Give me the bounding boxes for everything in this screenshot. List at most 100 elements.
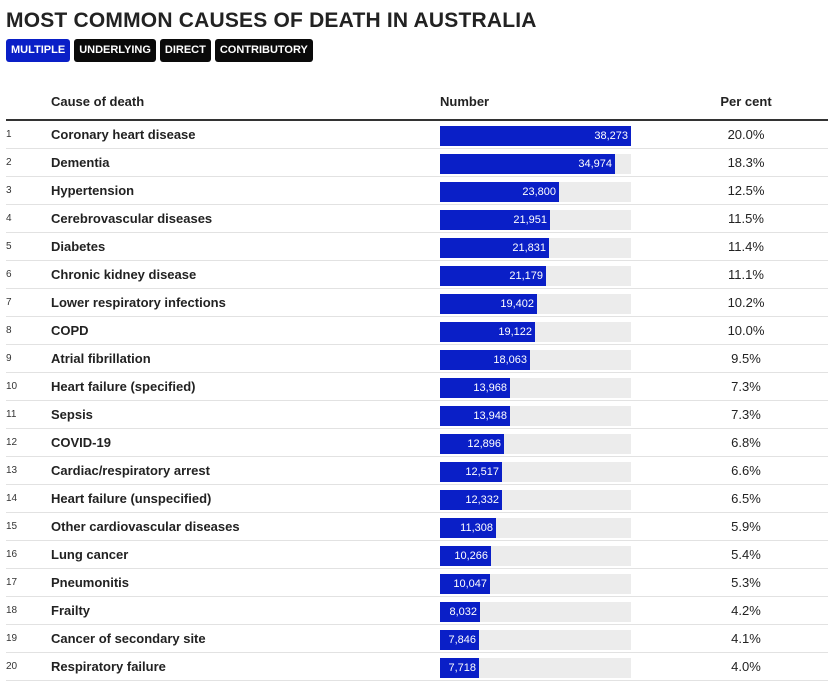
- cause-label: Cancer of secondary site: [51, 631, 206, 646]
- bar-value-label: 11,308: [460, 522, 493, 534]
- rank-label: 1: [6, 129, 12, 140]
- bar-value-label: 13,968: [473, 382, 507, 394]
- table-row: 12 COVID-19 12,896 6.8%: [6, 429, 828, 457]
- cause-label: COPD: [51, 323, 89, 338]
- cause-label: Pneumonitis: [51, 575, 130, 590]
- cause-label: Diabetes: [51, 239, 106, 254]
- percent-value: 4.0%: [731, 659, 761, 674]
- bar-track: 7,846: [440, 630, 631, 650]
- rank-label: 19: [6, 633, 18, 644]
- tab-direct[interactable]: DIRECT: [159, 39, 211, 62]
- bar-value-label: 18,063: [493, 354, 527, 366]
- table-row: 6 Chronic kidney disease 21,179 11.1%: [6, 261, 828, 289]
- cause-label: Frailty: [51, 603, 91, 618]
- bar: 38,273: [440, 126, 631, 146]
- rank-label: 11: [6, 409, 17, 420]
- rank-label: 15: [6, 521, 18, 532]
- percent-value: 10.2%: [727, 295, 765, 310]
- cause-label: Heart failure (specified): [51, 379, 196, 394]
- table-row: 2 Dementia 34,974 18.3%: [6, 149, 828, 177]
- rank-label: 17: [6, 577, 18, 588]
- bar-track: 13,948: [440, 406, 631, 426]
- bar-value-label: 10,047: [453, 578, 487, 590]
- table-row: 16 Lung cancer 10,266 5.4%: [6, 541, 828, 569]
- cause-label: Atrial fibrillation: [51, 351, 151, 366]
- bar-value-label: 7,846: [448, 634, 476, 646]
- cause-label: Lung cancer: [51, 547, 129, 562]
- percent-value: 9.5%: [731, 351, 761, 366]
- percent-value: 6.5%: [731, 491, 761, 506]
- bar-value-label: 12,332: [465, 494, 499, 506]
- percent-value: 12.5%: [727, 183, 765, 198]
- rank-label: 2: [6, 157, 12, 168]
- rank-label: 12: [6, 437, 18, 448]
- bar-value-label: 12,896: [467, 438, 501, 450]
- percent-value: 7.3%: [731, 379, 761, 394]
- cause-label: Cardiac/respiratory arrest: [51, 463, 210, 478]
- rank-label: 14: [6, 493, 18, 504]
- cause-label: Chronic kidney disease: [51, 267, 197, 282]
- tab-contributory[interactable]: CONTRIBUTORY: [214, 39, 313, 62]
- bar-track: 10,266: [440, 546, 631, 566]
- tab-multiple[interactable]: MULTIPLE: [6, 39, 71, 62]
- bar-track: 12,332: [440, 490, 631, 510]
- table-row: 10 Heart failure (specified) 13,968 7.3%: [6, 373, 828, 401]
- bar-track: 23,800: [440, 182, 631, 202]
- percent-value: 5.9%: [731, 519, 761, 534]
- table-row: 20 Respiratory failure 7,718 4.0%: [6, 653, 828, 681]
- bar: 7,718: [440, 658, 479, 678]
- bar-value-label: 19,122: [498, 326, 532, 338]
- bar: 21,831: [440, 238, 549, 258]
- rank-label: 8: [6, 325, 12, 336]
- bar-value-label: 21,179: [509, 270, 543, 282]
- percent-value: 11.1%: [728, 267, 764, 282]
- bar-value-label: 34,974: [578, 158, 612, 170]
- bar-track: 21,951: [440, 210, 631, 230]
- bar: 13,968: [440, 378, 510, 398]
- cause-label: COVID-19: [51, 435, 111, 450]
- rank-label: 6: [6, 269, 12, 280]
- bar: 7,846: [440, 630, 479, 650]
- bar-value-label: 7,718: [448, 662, 476, 674]
- bar-value-label: 21,951: [513, 214, 547, 226]
- table-row: 4 Cerebrovascular diseases 21,951 11.5%: [6, 205, 828, 233]
- bar: 12,517: [440, 462, 502, 482]
- table-row: 11 Sepsis 13,948 7.3%: [6, 401, 828, 429]
- rank-label: 4: [6, 213, 12, 224]
- percent-value: 4.2%: [731, 603, 761, 618]
- bar-track: 13,968: [440, 378, 631, 398]
- bar: 23,800: [440, 182, 559, 202]
- column-header-percent: Per cent: [720, 94, 772, 109]
- bar-track: 21,831: [440, 238, 631, 258]
- bar: 18,063: [440, 350, 530, 370]
- table-row: 14 Heart failure (unspecified) 12,332 6.5%: [6, 485, 828, 513]
- tab-bar: MULTIPLE UNDERLYING DIRECT CONTRIBUTORY: [6, 39, 313, 62]
- bar: 19,402: [440, 294, 537, 314]
- bar-value-label: 13,948: [473, 410, 507, 422]
- cause-label: Hypertension: [51, 183, 135, 198]
- bar-track: 19,402: [440, 294, 631, 314]
- bar: 34,974: [440, 154, 615, 174]
- bar-track: 12,896: [440, 434, 631, 454]
- table-row: 7 Lower respiratory infections 19,402 10.2%: [6, 289, 828, 317]
- bar: 21,951: [440, 210, 550, 230]
- tab-underlying[interactable]: UNDERLYING: [74, 39, 156, 62]
- bar-value-label: 19,402: [500, 298, 534, 310]
- header-divider: [6, 119, 828, 121]
- bar-track: 21,179: [440, 266, 631, 286]
- bar: 19,122: [440, 322, 535, 342]
- bar-track: 34,974: [440, 154, 631, 174]
- cause-label: Other cardiovascular diseases: [51, 519, 240, 534]
- bar-track: 10,047: [440, 574, 631, 594]
- cause-label: Heart failure (unspecified): [51, 491, 212, 506]
- rank-label: 5: [6, 241, 12, 252]
- rank-label: 16: [6, 549, 18, 560]
- table-row: 15 Other cardiovascular diseases 11,308 5.9…: [6, 513, 828, 541]
- bar-track: 19,122: [440, 322, 631, 342]
- cause-label: Lower respiratory infections: [51, 295, 226, 310]
- table-row: 1 Coronary heart disease 38,273 20.0%: [6, 121, 828, 149]
- bar: 12,332: [440, 490, 502, 510]
- bar-track: 11,308: [440, 518, 631, 538]
- percent-value: 18.3%: [727, 155, 765, 170]
- table-row: 18 Frailty 8,032 4.2%: [6, 597, 828, 625]
